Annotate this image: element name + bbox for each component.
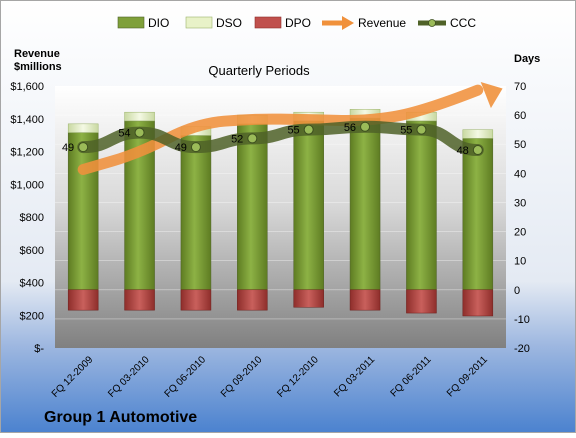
left-tick-label: $1,000 xyxy=(10,179,44,191)
legend-arrow-head xyxy=(342,16,354,30)
plot-area xyxy=(55,86,506,348)
left-axis-label-line1: Revenue xyxy=(14,48,60,60)
ccc-data-label: 55 xyxy=(400,125,412,137)
bar-dpo xyxy=(67,289,99,311)
ccc-data-label: 49 xyxy=(62,142,74,154)
right-tick-label: 60 xyxy=(514,110,526,122)
legend-ccc-marker xyxy=(428,19,436,27)
legend-label: Revenue xyxy=(358,16,406,30)
ccc-data-label: 56 xyxy=(344,122,356,134)
revenue-line xyxy=(77,84,484,176)
right-axis-label: Days xyxy=(514,53,540,65)
legend-swatch xyxy=(254,16,282,29)
bar-dpo xyxy=(237,289,268,311)
bars xyxy=(67,109,494,317)
right-tick-label: 30 xyxy=(514,197,526,209)
ccc-point xyxy=(472,145,483,156)
right-tick-label: 20 xyxy=(514,227,526,239)
left-tick-label: $800 xyxy=(20,212,44,224)
chart-title: Quarterly Periods xyxy=(208,63,310,78)
right-tick-label: 0 xyxy=(514,285,520,297)
bar-dio xyxy=(462,138,494,291)
bar-dpo xyxy=(462,289,494,317)
ccc-data-label: 55 xyxy=(287,125,299,137)
right-axis-ticks: -20 -10 0 10 20 30 40 50 60 70 xyxy=(514,81,530,355)
bar-dpo xyxy=(406,289,437,314)
company-name: Group 1 Automotive xyxy=(44,409,197,426)
legend-label: DSO xyxy=(216,16,242,30)
ccc-point xyxy=(247,133,258,144)
ccc-data-label: 49 xyxy=(175,142,187,154)
legend-swatch xyxy=(117,16,145,29)
left-axis-ticks: $- $200 $400 $600 $800 $1,000 $1,200 $1,400 $1,6… xyxy=(10,81,44,355)
legend-label: DIO xyxy=(148,16,169,30)
ccc-point xyxy=(303,124,314,135)
bar-dso xyxy=(67,123,99,133)
ccc-point xyxy=(78,142,89,153)
left-tick-label: $1,400 xyxy=(10,114,44,126)
ccc-data-label: 54 xyxy=(118,128,130,140)
bar-dio xyxy=(180,135,212,291)
bar-dio xyxy=(293,120,324,291)
revenue-layer xyxy=(77,82,503,176)
ccc-layer: 49 54 49 52 55 56 55 48 xyxy=(62,120,484,157)
left-tick-label: $600 xyxy=(20,245,44,257)
bar-dpo xyxy=(293,289,324,308)
right-tick-label: 40 xyxy=(514,168,526,180)
right-tick-label: -20 xyxy=(514,343,530,355)
bar-dpo xyxy=(349,289,381,311)
left-axis-label-line2: $millions xyxy=(14,61,62,73)
legend: DIO DSO DPO Revenue CCC xyxy=(117,16,476,30)
legend-swatch xyxy=(185,16,213,29)
ccc-data-label: 52 xyxy=(231,133,243,145)
revenue-arrowhead xyxy=(480,82,503,109)
ccc-point xyxy=(360,121,371,132)
ccc-point xyxy=(416,124,427,135)
bar-dpo xyxy=(180,289,212,311)
bar-dso xyxy=(462,129,494,139)
right-tick-label: -10 xyxy=(514,314,530,326)
right-tick-label: 10 xyxy=(514,256,526,268)
bar-dio xyxy=(406,120,437,291)
legend-label: DPO xyxy=(285,16,311,30)
ccc-point xyxy=(134,127,145,138)
ccc-data-label: 48 xyxy=(457,145,469,157)
left-tick-label: $1,200 xyxy=(10,147,44,159)
left-tick-label: $400 xyxy=(20,278,44,290)
left-tick-label: $200 xyxy=(20,310,44,322)
bar-dio xyxy=(237,123,268,291)
bar-dso xyxy=(124,111,155,122)
left-tick-label: $- xyxy=(34,343,44,355)
right-tick-label: 50 xyxy=(514,139,526,151)
bar-dio xyxy=(349,117,381,291)
bar-dio xyxy=(67,132,99,291)
bar-dpo xyxy=(124,289,155,311)
left-tick-label: $1,600 xyxy=(10,81,44,93)
ccc-point xyxy=(190,142,201,153)
right-tick-label: 70 xyxy=(514,81,526,93)
legend-label: CCC xyxy=(450,16,476,30)
